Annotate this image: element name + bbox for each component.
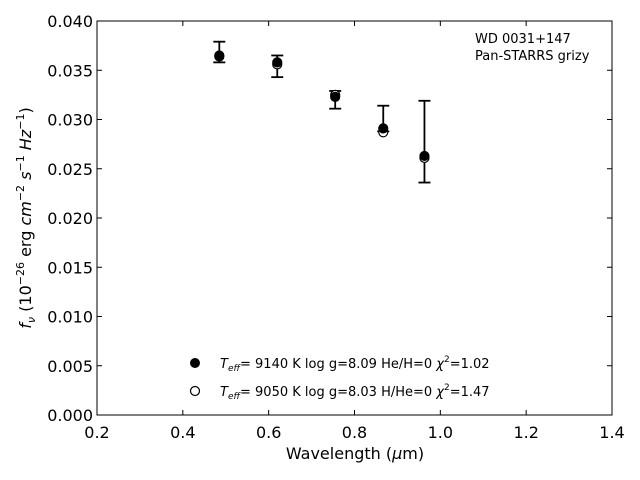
x-tick-label: 1.2 <box>513 423 538 442</box>
x-tick-label: 1.0 <box>428 423 453 442</box>
legend-marker-open <box>189 385 201 397</box>
model-point-filled <box>378 123 389 134</box>
legend-entry-1: Teff= 9140 K log g=8.09 He/H=0 χ2=1.02 <box>220 355 490 374</box>
x-axis-title: Wavelength (μm) <box>286 444 424 463</box>
y-tick-label: 0.000 <box>47 406 93 425</box>
y-tick-label: 0.015 <box>47 258 93 277</box>
model-point-filled <box>419 150 430 162</box>
x-tick-label: 0.6 <box>256 423 281 442</box>
model-point-filled <box>272 57 283 68</box>
annotation-line-1: WD 0031+147 <box>475 32 571 47</box>
x-tick-label: 0.8 <box>342 423 367 442</box>
error-bars <box>213 40 431 184</box>
y-tick-label: 0.025 <box>47 160 93 179</box>
data-points <box>214 50 430 164</box>
y-axis-title: fν (10−26 erg cm−2 s−1 Hz−1) <box>14 107 38 328</box>
axis-ticks: 0.2 0.4 0.6 0.8 1.0 1.2 1.4 0.000 0.005 0.010 0.01… <box>47 12 625 442</box>
y-tick-label: 0.040 <box>47 12 93 31</box>
plot-frame <box>96 20 613 416</box>
model-point-filled <box>330 91 341 102</box>
y-tick-label: 0.030 <box>47 111 93 130</box>
x-tick-label: 0.2 <box>84 423 109 442</box>
legend-marker-filled <box>190 358 200 368</box>
y-tick-label: 0.010 <box>47 308 93 327</box>
legend-entry-2: Teff= 9050 K log g=8.03 H/He=0 χ2=1.47 <box>220 383 490 402</box>
x-tick-label: 1.4 <box>599 423 624 442</box>
annotation-line-2: Pan-STARRS grizy <box>475 49 590 64</box>
x-tick-label: 0.4 <box>170 423 195 442</box>
model-point-filled <box>214 50 225 61</box>
y-tick-label: 0.020 <box>47 209 93 228</box>
y-tick-label: 0.005 <box>47 357 93 376</box>
y-tick-label: 0.035 <box>47 61 93 80</box>
